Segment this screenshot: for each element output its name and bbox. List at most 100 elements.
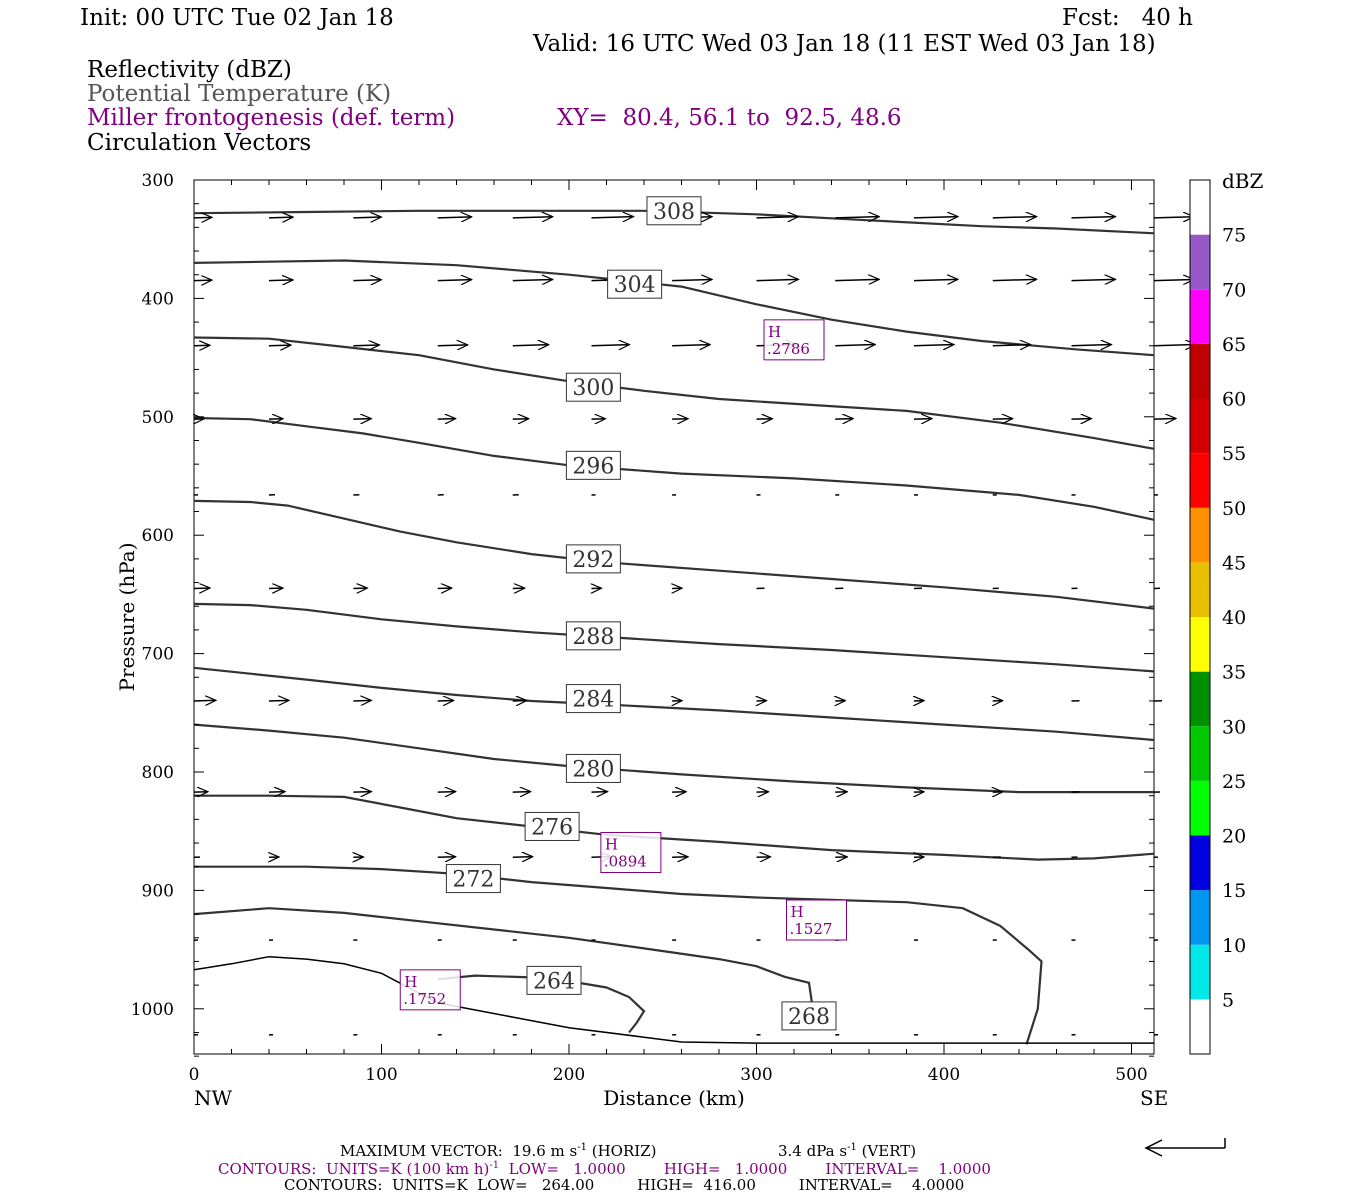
- contour-label-box-284: [565, 684, 621, 714]
- contour-label-box-300: [565, 372, 621, 402]
- circulation-vector: [437, 345, 468, 346]
- circulation-vector: [992, 217, 1037, 218]
- colorbar-segment: [1190, 507, 1210, 563]
- contour-label-box-272: [445, 864, 501, 894]
- contour-label-280: 280: [572, 757, 614, 782]
- circulation-vector: [835, 279, 879, 280]
- theta-contour-300: [193, 336, 1155, 450]
- frontogenesis-max-value: .1527: [790, 920, 833, 938]
- y-tick-label: 300: [142, 171, 174, 191]
- circulation-vector: [591, 217, 634, 218]
- frontogenesis-max-box: [399, 969, 461, 1011]
- colorbar-segment: [1190, 453, 1210, 508]
- colorbar-segment: [1190, 726, 1210, 781]
- colorbar-segment: [1190, 343, 1210, 399]
- y-tick-label: 1000: [131, 1000, 174, 1020]
- frontogenesis-max-label: H: [404, 973, 417, 991]
- colorbar-label: 45: [1222, 552, 1246, 574]
- circulation-vector: [512, 792, 531, 793]
- circulation-vector: [1153, 217, 1194, 218]
- circulation-vector: [1153, 419, 1176, 420]
- circulation-vector: [1071, 345, 1112, 346]
- plot-frame: [193, 179, 1155, 1055]
- colorbar-segment: [1190, 999, 1210, 1054]
- circulation-vector: [268, 217, 293, 218]
- circulation-vector: [992, 345, 1031, 346]
- circulation-vector: [353, 280, 381, 281]
- x-end-label-left: NW: [194, 1086, 233, 1110]
- x-tick-label: 0: [189, 1065, 200, 1085]
- circulation-vector: [672, 279, 712, 280]
- circulation-vector: [1071, 419, 1092, 420]
- colorbar-segment: [1190, 180, 1210, 235]
- circulation-vector: [437, 419, 456, 420]
- circulation-vector: [353, 217, 381, 218]
- circulation-vector: [437, 217, 472, 218]
- contour-label-296: 296: [572, 454, 614, 479]
- field-circulation-vectors: Circulation Vectors: [87, 130, 312, 156]
- circulation-vector: [992, 419, 1013, 420]
- frontogenesis-max-label: H: [768, 323, 781, 341]
- colorbar-segment: [1190, 835, 1210, 891]
- contours-miller-info: CONTOURS: UNITS=K (100 km h)-1 LOW= 1.00…: [218, 1160, 991, 1178]
- circulation-vector: [756, 279, 799, 280]
- reference-vector: [1144, 1138, 1226, 1157]
- frontogenesis-max-value: .0894: [604, 853, 647, 871]
- y-tick-label: 900: [142, 881, 174, 901]
- circulation-vector: [756, 217, 799, 218]
- circulation-vector: [353, 419, 371, 420]
- contour-label-276: 276: [531, 815, 573, 840]
- circulation-vector: [992, 279, 1037, 280]
- circulation-vector: [353, 792, 371, 793]
- init-time: Init: 00 UTC Tue 02 Jan 18: [80, 5, 394, 31]
- contours-theta-info: CONTOURS: UNITS=K LOW= 264.00 HIGH= 416.…: [284, 1176, 965, 1194]
- contour-label-box-296: [565, 450, 621, 480]
- circulation-vector: [268, 700, 289, 701]
- colorbar-label: 40: [1222, 607, 1246, 629]
- colorbar-label: 20: [1222, 826, 1246, 848]
- x-tick-label: 300: [740, 1065, 772, 1085]
- contour-label-264: 264: [533, 969, 575, 994]
- contour-label-box-280: [565, 753, 621, 783]
- colorbar-frame: [1189, 179, 1211, 1055]
- colorbar-label: 15: [1222, 880, 1246, 902]
- colorbar-segment: [1190, 398, 1210, 454]
- colorbar-segment: [1190, 289, 1210, 344]
- x-tick-label: 400: [928, 1065, 960, 1085]
- circulation-vector: [913, 419, 932, 420]
- circulation-vector: [913, 345, 954, 346]
- theta-contour-264: [437, 974, 646, 1034]
- colorbar-segment: [1190, 944, 1210, 1000]
- frontogenesis-max-label: H: [605, 836, 618, 854]
- x-end-label-right: SE: [1140, 1086, 1168, 1110]
- terrain-line: [193, 955, 1154, 1044]
- cross-section-xy: XY= 80.4, 56.1 to 92.5, 48.6: [557, 105, 902, 131]
- contour-label-box-308: [646, 196, 702, 226]
- valid-time: Valid: 16 UTC Wed 03 Jan 18 (11 EST Wed …: [533, 31, 1156, 57]
- colorbar-label: 50: [1222, 498, 1246, 520]
- max-vector-vert: 3.4 dPa s-1 (VERT): [778, 1142, 917, 1160]
- colorbar-label: 10: [1222, 935, 1246, 957]
- dbz-colorbar: 5 10 15 20 25 30 35 40 45 50 55 60 65 70 75: [1189, 179, 1246, 1055]
- colorbar-segment: [1190, 234, 1210, 290]
- colorbar-label: 25: [1222, 771, 1246, 793]
- field-miller-frontogenesis: Miller frontogenesis (def. term): [87, 105, 456, 131]
- contour-label-box-304: [607, 269, 663, 299]
- colorbar-label: 70: [1222, 279, 1246, 301]
- circulation-vector: [437, 792, 456, 793]
- contour-label-292: 292: [572, 548, 614, 573]
- colorbar-label: 35: [1222, 662, 1246, 684]
- x-tick-label: 100: [365, 1065, 397, 1085]
- y-tick-label: 800: [142, 763, 174, 783]
- theta-contour-292: [193, 499, 1155, 610]
- frontogenesis-max-label: H: [791, 903, 804, 921]
- x-axis-title: Distance (km): [603, 1086, 745, 1110]
- x-tick-label: 200: [553, 1065, 585, 1085]
- circulation-vector: [591, 345, 630, 346]
- contour-label-box-288: [565, 621, 621, 651]
- contour-label-box-268: [781, 1001, 837, 1031]
- forecast-hour: Fcst: 40 h: [1062, 5, 1193, 31]
- circulation-vector: [913, 279, 958, 280]
- circulation-vector: [193, 217, 212, 218]
- circulation-vector: [1153, 279, 1194, 280]
